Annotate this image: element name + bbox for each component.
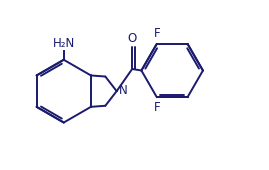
- Text: O: O: [128, 32, 137, 45]
- Text: F: F: [154, 101, 161, 114]
- Text: F: F: [154, 27, 161, 40]
- Text: H₂N: H₂N: [53, 37, 75, 50]
- Text: N: N: [119, 84, 128, 97]
